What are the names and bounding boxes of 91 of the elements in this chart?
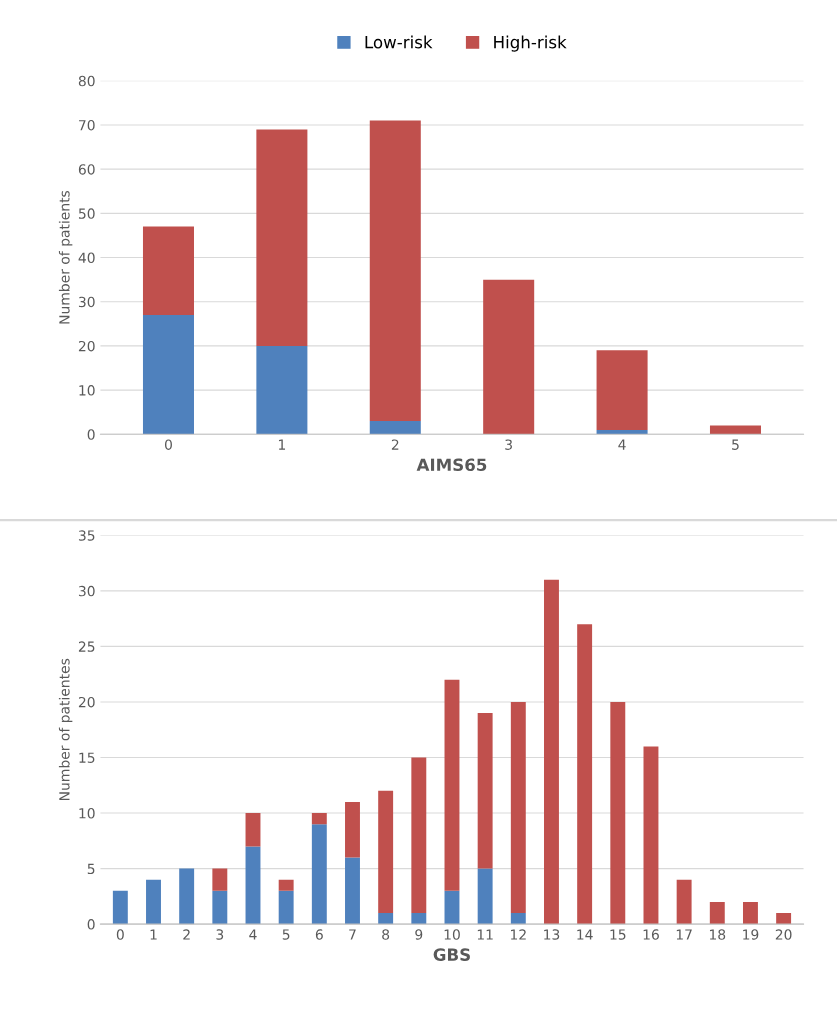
bar xyxy=(510,701,526,914)
legend-label: High-risk xyxy=(494,35,567,52)
x-tick-label: 1 xyxy=(278,439,286,450)
y-tick-label: 15 xyxy=(79,752,95,763)
x-tick-label: 0 xyxy=(164,439,172,450)
x-tick-label: 9 xyxy=(415,929,423,940)
bar xyxy=(510,913,526,925)
x-tick-label: 8 xyxy=(382,929,390,940)
x-tick-label: 2 xyxy=(391,439,399,450)
bar xyxy=(596,350,648,430)
bar xyxy=(311,813,327,825)
bar xyxy=(596,429,648,435)
bar xyxy=(142,226,194,315)
x-tick-label: 19 xyxy=(743,929,759,940)
y-axis-title: Number of patients xyxy=(58,190,73,324)
x-tick-label: 4 xyxy=(618,439,626,450)
x-tick-label: 16 xyxy=(643,929,659,940)
bar xyxy=(245,813,261,847)
y-tick-label: 80 xyxy=(78,75,95,87)
bar xyxy=(378,913,394,925)
bar xyxy=(776,913,792,925)
y-tick-label: 30 xyxy=(78,585,95,597)
y-tick-label: 50 xyxy=(78,208,95,219)
y-tick-label: 40 xyxy=(78,252,95,264)
bar xyxy=(369,120,421,422)
x-tick-label: 14 xyxy=(577,929,593,940)
x-tick-label: 3 xyxy=(505,439,512,450)
x-tick-label: 17 xyxy=(676,929,692,940)
bar xyxy=(179,868,195,925)
bar xyxy=(256,345,308,435)
bar xyxy=(444,679,460,891)
x-tick-label: 20 xyxy=(775,929,792,940)
bar xyxy=(411,913,427,925)
y-tick-label: 20 xyxy=(78,696,95,708)
x-tick-label: 12 xyxy=(511,929,526,940)
bar xyxy=(311,824,327,925)
x-tick-label: 2 xyxy=(183,929,190,940)
x-tick-label: 11 xyxy=(477,929,493,940)
bar xyxy=(345,801,360,858)
bar xyxy=(245,846,261,925)
x-tick-label: 10 xyxy=(444,929,460,940)
y-tick-label: 25 xyxy=(78,641,95,652)
y-tick-label: 0 xyxy=(87,919,95,930)
bar xyxy=(345,857,360,925)
bar xyxy=(477,868,493,925)
y-tick-label: 10 xyxy=(79,808,95,819)
bar xyxy=(444,890,460,925)
x-tick-label: 7 xyxy=(349,929,356,940)
y-axis-title: Number of patientes xyxy=(58,658,73,800)
bar xyxy=(743,901,758,925)
bar xyxy=(544,579,559,925)
bar xyxy=(709,901,725,925)
bar xyxy=(112,890,128,925)
bar xyxy=(212,890,228,925)
bar xyxy=(483,279,535,435)
y-tick-label: 20 xyxy=(78,340,95,352)
y-tick-label: 0 xyxy=(87,429,95,440)
x-tick-label: 5 xyxy=(732,439,739,450)
bar xyxy=(278,890,294,925)
bar xyxy=(643,746,659,925)
x-tick-label: 13 xyxy=(544,929,560,940)
x-tick-label: 15 xyxy=(610,929,626,940)
bar xyxy=(676,879,692,925)
bar xyxy=(610,701,626,925)
x-tick-label: 3 xyxy=(216,929,224,940)
x-tick-label: 4 xyxy=(249,929,257,940)
y-tick-label: 10 xyxy=(79,385,95,396)
bar xyxy=(146,879,161,925)
y-tick-label: 30 xyxy=(78,296,95,308)
legend-label: Low-risk xyxy=(365,35,433,49)
x-tick-label: 1 xyxy=(150,929,157,940)
bar xyxy=(369,421,421,435)
bar xyxy=(212,868,228,891)
x-tick-label: 0 xyxy=(116,929,124,940)
x-axis-title: AIMS65 xyxy=(416,458,487,472)
y-tick-label: 70 xyxy=(79,119,95,131)
bar xyxy=(256,129,308,346)
bar xyxy=(411,757,427,914)
bar xyxy=(577,624,593,925)
bar xyxy=(142,314,194,435)
y-tick-label: 60 xyxy=(78,164,95,175)
x-axis-title: GBS xyxy=(433,948,470,961)
bar xyxy=(378,790,394,914)
bar xyxy=(477,713,493,869)
bar xyxy=(709,425,761,435)
bar xyxy=(278,879,294,891)
y-tick-label: 5 xyxy=(87,863,95,875)
x-tick-label: 18 xyxy=(709,929,726,940)
y-tick-label: 35 xyxy=(78,530,95,541)
x-tick-label: 5 xyxy=(282,929,290,940)
x-tick-label: 6 xyxy=(315,929,323,940)
